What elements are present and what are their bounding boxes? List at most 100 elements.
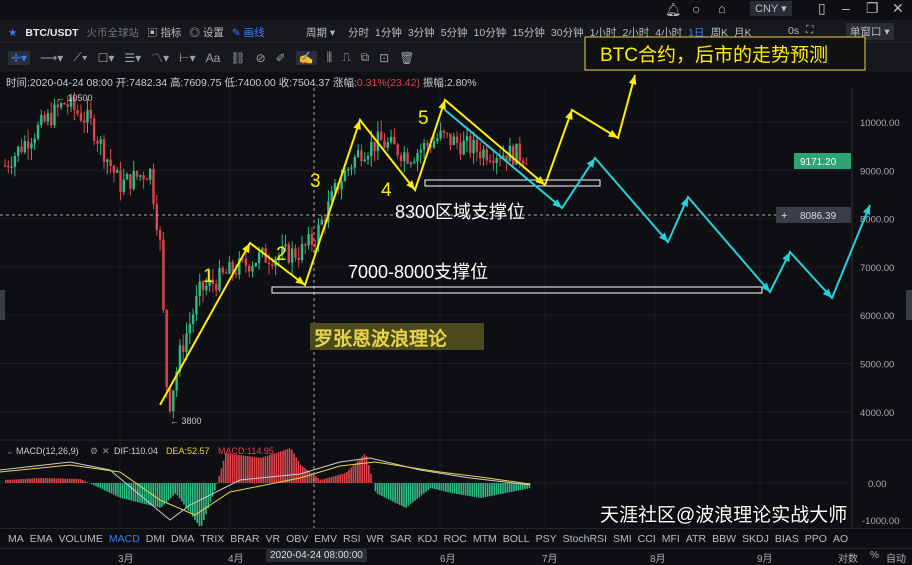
percent-scale-button[interactable]: %: [870, 550, 879, 561]
chart-canvas[interactable]: 10000.009000.008000.007000.006000.005000…: [0, 0, 912, 528]
indicator-tab-obv[interactable]: OBV: [286, 533, 308, 545]
indicator-tabs: MA EMA VOLUME MACD DMI DMA TRIX BRAR VR OBV EMV RSI…: [0, 528, 912, 548]
indicator-tab-kdj[interactable]: KDJ: [418, 533, 438, 545]
macd-tick-0: 0.00: [868, 479, 887, 490]
indicator-tab-stochrsi[interactable]: StochRSI: [563, 533, 607, 545]
high-marker-value: 10500: [68, 93, 93, 103]
candle-body: [199, 281, 201, 296]
date-label: 4月: [228, 550, 244, 565]
candle-body: [159, 230, 161, 239]
indicator-tab-ppo[interactable]: PPO: [805, 533, 827, 545]
auto-scale-button[interactable]: 自动: [886, 550, 906, 565]
candle-body: [436, 138, 438, 141]
candle-body: [251, 266, 253, 271]
indicator-tab-brar[interactable]: BRAR: [230, 533, 259, 545]
date-label: 8月: [650, 550, 666, 565]
wave-label-4: 4: [381, 180, 392, 201]
candle-body: [195, 296, 197, 314]
indicator-tab-smi[interactable]: SMI: [613, 533, 632, 545]
candle-body: [420, 150, 422, 153]
indicator-tab-macd[interactable]: MACD: [109, 533, 140, 545]
macd-bar: [12, 480, 14, 483]
macd-bar: [60, 479, 62, 484]
indicator-tab-ao[interactable]: AO: [833, 533, 848, 545]
macd-bar: [73, 479, 75, 483]
indicator-tab-dmi[interactable]: DMI: [146, 533, 165, 545]
indicator-tab-vr[interactable]: VR: [265, 533, 280, 545]
candle-body: [218, 268, 220, 291]
log-scale-button[interactable]: 对数: [838, 550, 858, 565]
indicator-tab-boll[interactable]: BOLL: [503, 533, 530, 545]
macd-bar: [5, 480, 7, 483]
macd-bar: [133, 483, 135, 501]
indicator-tab-bbw[interactable]: BBW: [712, 533, 736, 545]
low-marker-value: 3800: [182, 416, 202, 426]
candle-body: [76, 110, 78, 114]
indicator-tab-ma[interactable]: MA: [8, 533, 24, 545]
candle-body: [235, 273, 237, 275]
wave-path[interactable]: [160, 75, 635, 405]
candle-body: [393, 137, 395, 144]
indicator-tab-mtm[interactable]: MTM: [473, 533, 497, 545]
candle-body: [367, 156, 369, 159]
macd-close-icon[interactable]: ✕: [102, 446, 110, 456]
price-axis: 10000.009000.008000.007000.006000.005000…: [860, 118, 900, 419]
annotations: 1 2 3 4 5 8300区域支撑位 7000-8000支撑位 罗张恩波浪理论…: [160, 37, 870, 405]
indicator-tab-skdj[interactable]: SKDJ: [742, 533, 769, 545]
macd-bar: [102, 483, 104, 489]
indicator-tab-bias[interactable]: BIAS: [775, 533, 799, 545]
indicator-tab-emv[interactable]: EMV: [314, 533, 337, 545]
candle-body: [416, 153, 418, 162]
macd-bar: [100, 483, 102, 488]
candle-body: [469, 136, 471, 153]
indicator-tab-mfi[interactable]: MFI: [662, 533, 680, 545]
forecast-title: BTC合约，后市的走势预测: [600, 44, 828, 66]
macd-bar: [104, 483, 106, 490]
macd-bar: [467, 483, 469, 496]
indicator-tab-ema[interactable]: EMA: [30, 533, 53, 545]
indicator-tab-cci[interactable]: CCI: [638, 533, 656, 545]
candle-body: [525, 163, 527, 164]
candle-body: [136, 171, 138, 177]
plus-icon[interactable]: +: [781, 210, 787, 222]
indicator-tab-volume[interactable]: VOLUME: [59, 533, 103, 545]
indicator-tab-rsi[interactable]: RSI: [343, 533, 361, 545]
macd-settings-icon[interactable]: ⚙: [90, 446, 98, 456]
indicator-tab-sar[interactable]: SAR: [390, 533, 412, 545]
arrowhead: [587, 158, 595, 168]
macd-bar: [20, 479, 22, 483]
arrowhead: [565, 110, 572, 120]
price-tick: 6000.00: [860, 311, 894, 322]
right-panel-toggle[interactable]: [906, 290, 912, 320]
candle-body: [47, 113, 49, 121]
candle-body: [129, 174, 131, 189]
macd-bar: [278, 452, 280, 483]
indicator-tab-psy[interactable]: PSY: [536, 533, 557, 545]
arrowhead: [863, 205, 870, 215]
indicator-tab-wr[interactable]: WR: [367, 533, 385, 545]
macd-bar: [355, 463, 357, 483]
macd-bar: [326, 478, 328, 483]
indicator-tab-roc[interactable]: ROC: [443, 533, 466, 545]
candle-body: [189, 324, 191, 333]
macd-bar: [315, 476, 317, 483]
support-box-7000[interactable]: [272, 287, 762, 293]
macd-bar: [157, 483, 159, 507]
indicator-tab-trix[interactable]: TRIX: [200, 533, 224, 545]
candle-body: [156, 204, 158, 230]
macd-bar: [394, 483, 396, 503]
macd-bar: [42, 478, 44, 483]
date-axis: 3月 4月 2020-04-24 08:00:00 6月 7月 8月 9月 对数…: [0, 548, 912, 564]
macd-bar: [210, 483, 212, 502]
indicator-tab-atr[interactable]: ATR: [686, 533, 706, 545]
candle-body: [294, 248, 296, 257]
candle-body: [169, 387, 171, 411]
candle-body: [182, 345, 184, 352]
left-panel-toggle[interactable]: [0, 290, 5, 320]
candle-body: [166, 310, 168, 388]
indicator-tab-dma[interactable]: DMA: [171, 533, 194, 545]
macd-bar: [229, 454, 231, 483]
candle-body: [344, 170, 346, 181]
support-box-8300[interactable]: [425, 180, 600, 186]
candle-body: [34, 139, 36, 144]
